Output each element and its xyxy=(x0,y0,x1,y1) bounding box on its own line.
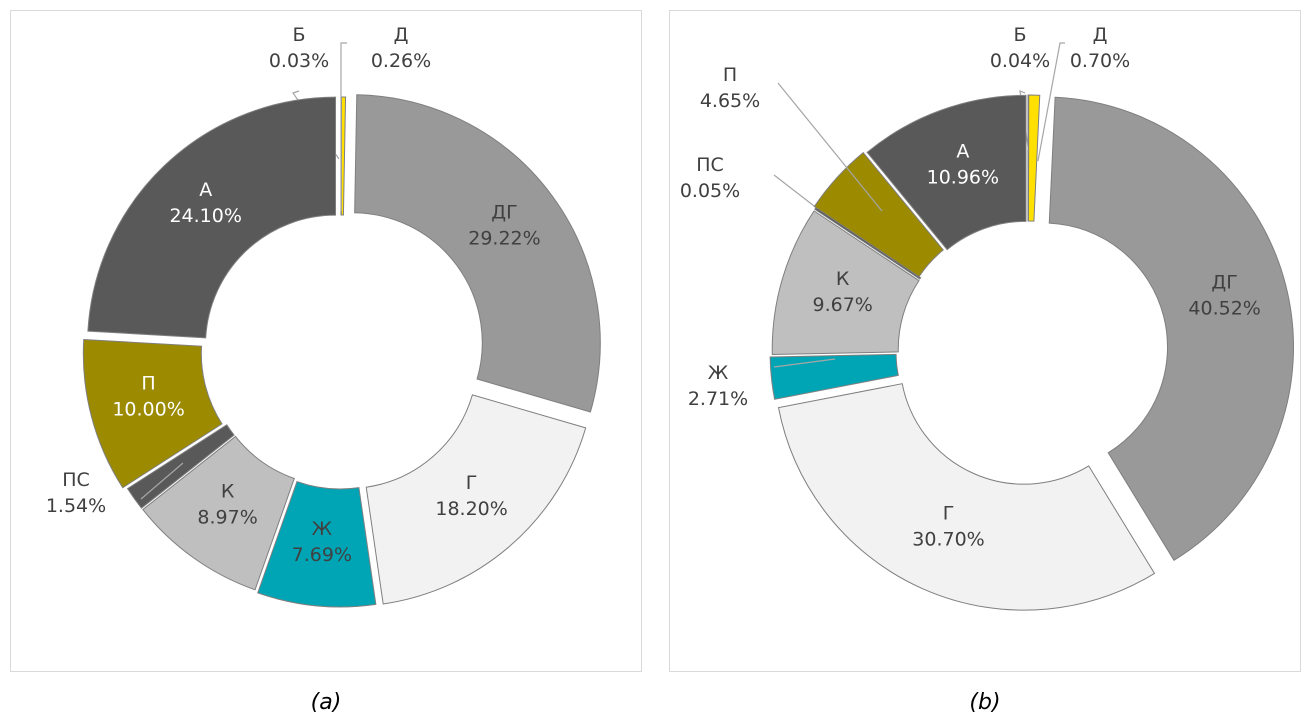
slice-1-7 xyxy=(813,151,944,278)
value-label-0-1: 0.26% xyxy=(371,50,431,72)
donut-chart-a: Б 0.03% Д 0.26% ДГ 29.22% Г 18.20% Ж 7.69% К 8.97% П… xyxy=(10,10,642,672)
value-label-1-6: 0.05% xyxy=(680,180,740,202)
category-label-0-2: ДГ xyxy=(491,202,517,224)
value-label-1-7: 4.65% xyxy=(700,90,760,112)
value-label-0-0: 0.03% xyxy=(269,50,329,72)
category-label-0-1: Д xyxy=(394,24,409,46)
donut-chart-b: Б 0.04% Д 0.70% ДГ 40.52% Г 30.70% Ж 2.71% К 9.67% П… xyxy=(669,10,1301,672)
caption-a: (a) xyxy=(310,690,342,715)
value-label-0-4: 7.69% xyxy=(292,544,352,566)
category-label-1-5: К xyxy=(836,268,850,290)
category-label-0-6: ПС xyxy=(62,469,90,491)
slice-1-4 xyxy=(769,353,899,400)
slice-0-4 xyxy=(257,480,377,608)
value-label-1-4: 2.71% xyxy=(688,388,748,410)
value-label-1-1: 0.70% xyxy=(1070,50,1130,72)
donut-chart-a-svg: Б 0.03% Д 0.26% ДГ 29.22% Г 18.20% Ж 7.69% К 8.97% П… xyxy=(46,24,601,608)
value-label-1-5: 9.67% xyxy=(813,294,873,316)
slice-1-1 xyxy=(1027,94,1041,222)
slice-1-3 xyxy=(777,383,1156,611)
slice-1-2 xyxy=(1048,96,1294,561)
slice-0-5 xyxy=(142,435,295,591)
value-label-0-7: 10.00% xyxy=(112,399,184,421)
value-label-0-5: 8.97% xyxy=(197,507,257,529)
value-label-0-2: 29.22% xyxy=(468,228,540,250)
leader-line-0-6 xyxy=(140,462,184,500)
slice-0-3 xyxy=(365,394,587,605)
category-label-1-3: Г xyxy=(943,502,955,524)
category-label-0-3: Г xyxy=(466,472,478,494)
category-label-1-6: ПС xyxy=(696,154,724,176)
value-label-0-3: 18.20% xyxy=(435,498,507,520)
donut-chart-b-svg: Б 0.04% Д 0.70% ДГ 40.52% Г 30.70% Ж 2.71% К 9.67% П… xyxy=(680,24,1294,611)
value-label-1-2: 40.52% xyxy=(1188,298,1260,320)
category-label-1-7: П xyxy=(723,64,737,86)
leader-line-1-6 xyxy=(773,174,819,210)
leader-line-1-4 xyxy=(773,358,836,368)
category-label-0-5: К xyxy=(221,481,235,503)
leader-line-1-1 xyxy=(1037,42,1065,162)
category-label-0-8: А xyxy=(199,179,212,201)
value-label-1-3: 30.70% xyxy=(912,528,984,550)
slice-0-7 xyxy=(82,338,223,489)
category-label-0-0: Б xyxy=(292,24,305,46)
slice-1-8 xyxy=(866,94,1027,251)
leader-line-1-0 xyxy=(1019,90,1031,162)
category-label-1-1: Д xyxy=(1093,24,1108,46)
category-label-1-8: А xyxy=(956,140,969,162)
value-label-1-0: 0.04% xyxy=(990,50,1050,72)
caption-b: (b) xyxy=(969,690,1001,715)
value-label-1-8: 10.96% xyxy=(927,166,999,188)
value-label-0-8: 24.10% xyxy=(169,205,241,227)
slice-0-2 xyxy=(354,94,601,413)
slice-0-1 xyxy=(340,96,347,216)
category-label-1-4: Ж xyxy=(708,362,729,384)
leader-line-1-7 xyxy=(777,82,883,212)
leader-line-0-1 xyxy=(340,42,347,211)
category-label-1-2: ДГ xyxy=(1211,272,1237,294)
value-label-0-6: 1.54% xyxy=(46,495,106,517)
category-label-1-0: Б xyxy=(1013,24,1026,46)
slice-0-8 xyxy=(87,96,337,339)
slice-1-5 xyxy=(771,210,920,356)
category-label-0-4: Ж xyxy=(312,518,333,540)
category-label-0-7: П xyxy=(141,373,155,395)
